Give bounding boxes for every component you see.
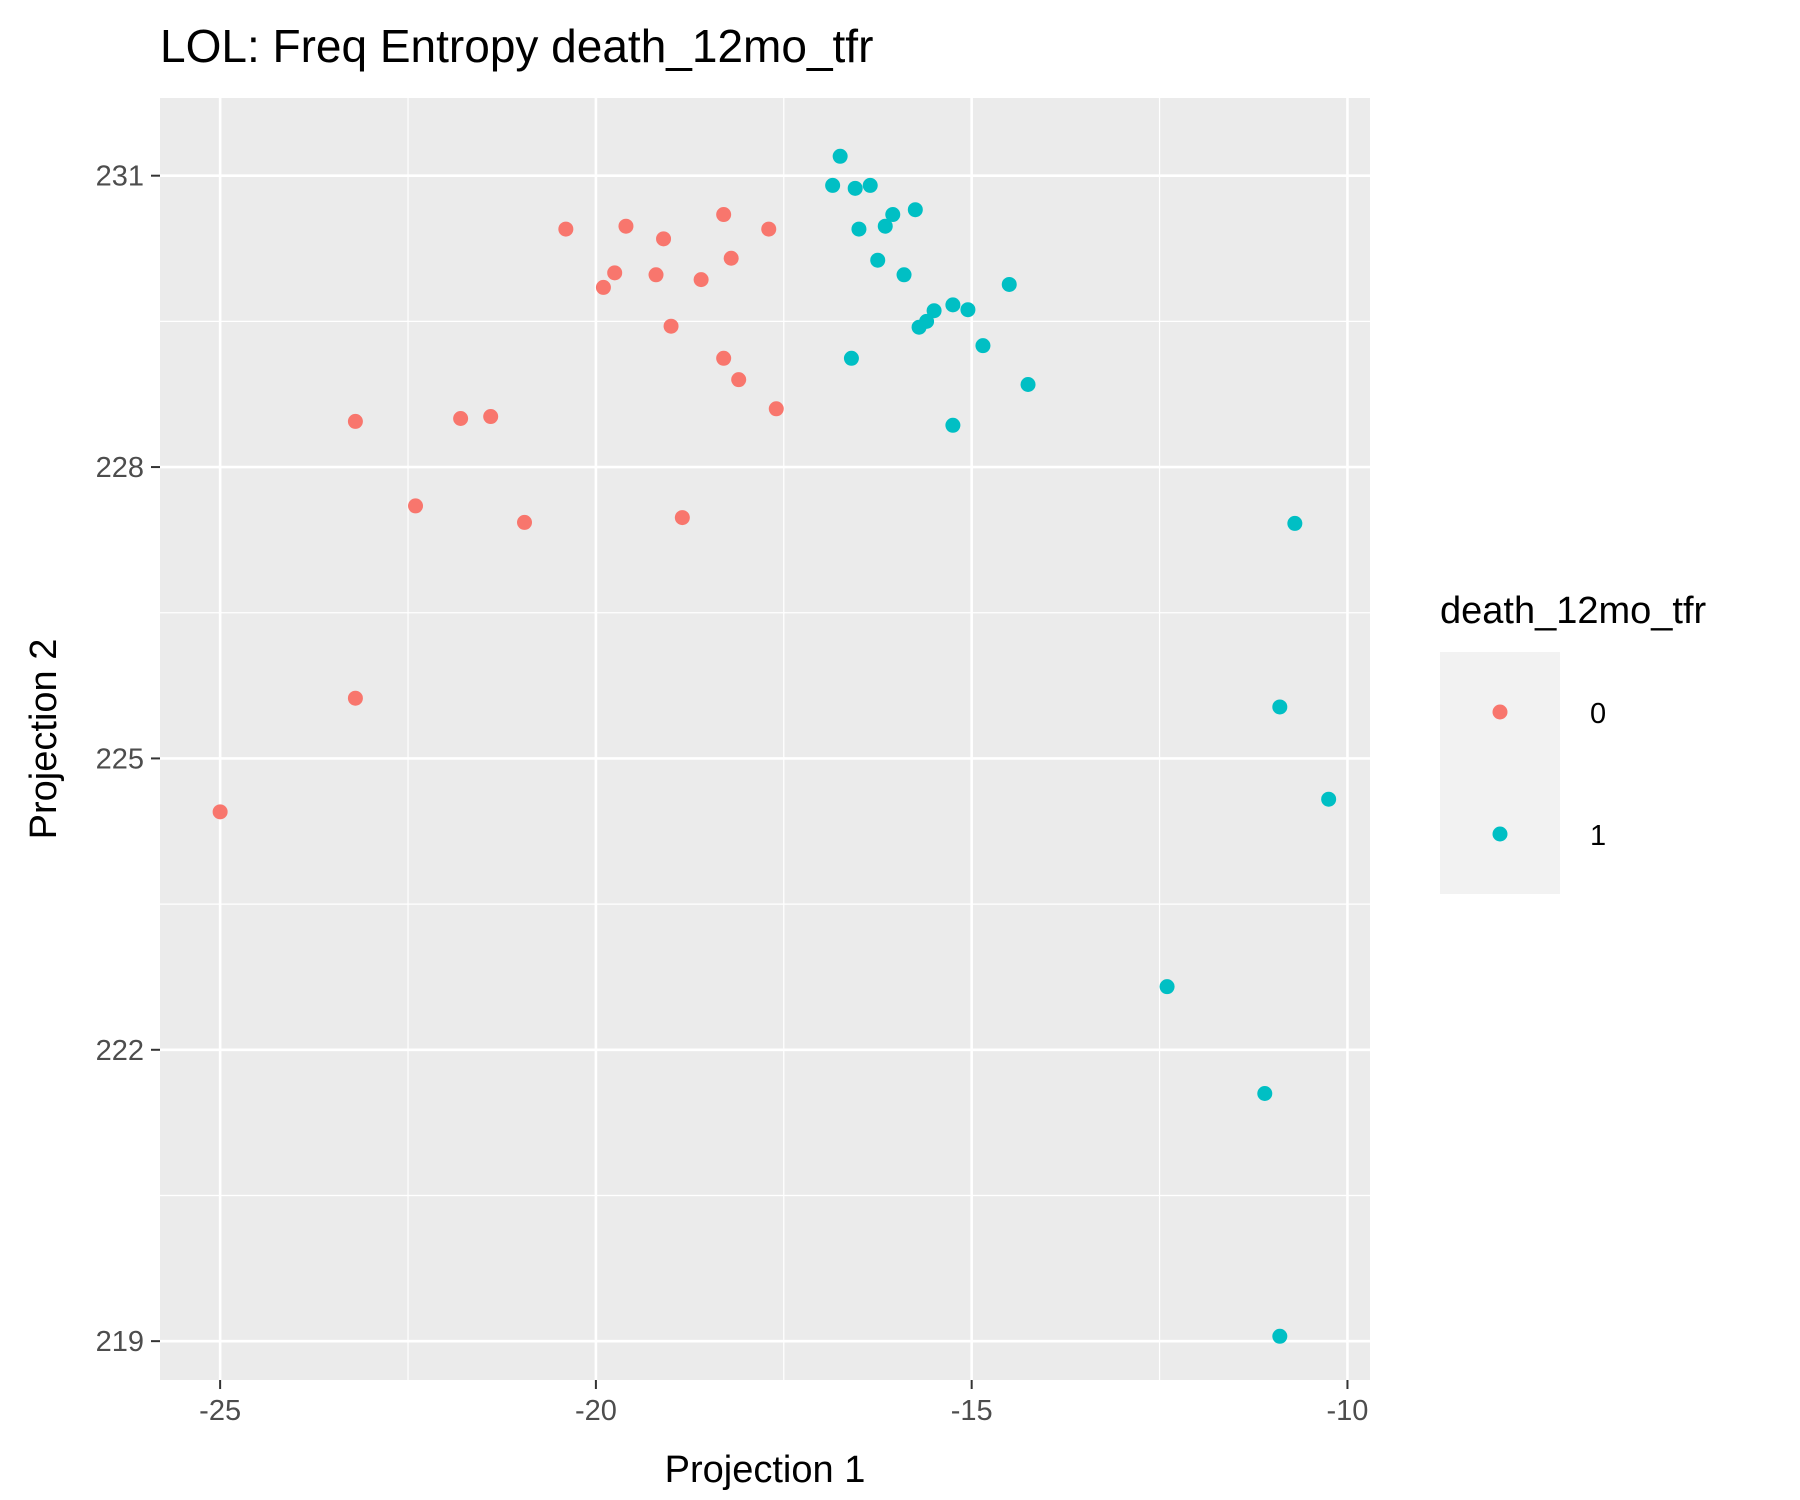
data-point-series-1 xyxy=(1001,276,1017,292)
data-point-series-1 xyxy=(851,221,867,237)
data-point-series-1 xyxy=(975,338,991,354)
y-tick-label: 219 xyxy=(96,1326,144,1358)
data-point-series-1 xyxy=(907,202,923,218)
data-point-series-1 xyxy=(870,252,886,268)
x-axis-label: Projection 1 xyxy=(665,1449,866,1491)
data-point-series-0 xyxy=(347,690,363,706)
data-point-series-1 xyxy=(862,177,878,193)
data-point-series-1 xyxy=(832,148,848,164)
legend-key-1 xyxy=(1492,826,1508,842)
data-point-series-1 xyxy=(843,350,859,366)
y-tick-label: 231 xyxy=(96,161,144,193)
data-point-series-1 xyxy=(896,267,912,283)
data-point-series-1 xyxy=(825,177,841,193)
data-point-series-0 xyxy=(716,207,732,223)
x-tick-label: -10 xyxy=(1326,1395,1368,1427)
data-point-series-1 xyxy=(945,297,961,313)
data-point-series-1 xyxy=(885,207,901,223)
data-point-series-1 xyxy=(926,303,942,319)
x-tick-label: -25 xyxy=(199,1395,241,1427)
data-point-series-1 xyxy=(1321,791,1337,807)
data-point-series-1 xyxy=(877,218,893,234)
data-point-series-1 xyxy=(1272,699,1288,715)
data-point-series-0 xyxy=(347,413,363,429)
data-point-series-0 xyxy=(483,409,499,425)
data-point-series-1 xyxy=(960,302,976,318)
y-tick-label: 228 xyxy=(96,452,144,484)
y-axis: 219 222 225 228 231 xyxy=(96,161,160,1358)
data-point-series-1 xyxy=(1272,1328,1288,1344)
legend-label-1: 1 xyxy=(1590,820,1606,852)
chart-title: LOL: Freq Entropy death_12mo_tfr xyxy=(160,20,873,72)
data-point-series-0 xyxy=(761,221,777,237)
data-point-series-0 xyxy=(656,231,672,247)
data-point-series-1 xyxy=(1287,515,1303,531)
x-tick-label: -15 xyxy=(951,1395,993,1427)
x-axis: -25 -20 -15 -10 xyxy=(199,1380,1368,1427)
y-tick-label: 222 xyxy=(96,1035,144,1067)
data-point-series-1 xyxy=(847,180,863,196)
data-point-series-0 xyxy=(618,218,634,234)
data-point-series-0 xyxy=(607,265,623,281)
data-point-series-0 xyxy=(648,267,664,283)
data-point-series-1 xyxy=(1159,979,1175,995)
data-point-series-0 xyxy=(517,514,533,530)
major-gridlines xyxy=(160,98,1370,1380)
data-point-series-1 xyxy=(1020,377,1036,393)
data-point-series-0 xyxy=(212,804,228,820)
y-tick-label: 225 xyxy=(96,743,144,775)
data-point-series-0 xyxy=(716,350,732,366)
x-tick-label: -20 xyxy=(575,1395,617,1427)
data-point-series-0 xyxy=(768,401,784,417)
data-point-series-0 xyxy=(674,510,690,526)
data-point-series-0 xyxy=(723,250,739,266)
data-point-series-1 xyxy=(945,417,961,433)
data-point-series-0 xyxy=(731,372,747,388)
data-point-series-0 xyxy=(453,411,469,426)
legend-items: 01 xyxy=(1492,698,1606,852)
legend-key-0 xyxy=(1492,704,1508,720)
y-axis-label: Projection 2 xyxy=(23,639,65,840)
data-point-series-0 xyxy=(595,279,611,295)
data-points xyxy=(212,148,1337,1344)
legend: death_12mo_tfr 01 xyxy=(1440,590,1707,894)
minor-gridlines xyxy=(160,98,1370,1380)
data-point-series-1 xyxy=(1257,1085,1273,1101)
data-point-series-0 xyxy=(408,498,424,514)
legend-title: death_12mo_tfr xyxy=(1440,590,1707,632)
data-point-series-0 xyxy=(558,221,574,237)
plot-panel xyxy=(160,98,1370,1380)
data-point-series-0 xyxy=(693,272,709,288)
legend-key-background xyxy=(1440,652,1560,894)
data-point-series-1 xyxy=(911,319,927,335)
data-point-series-0 xyxy=(663,318,679,334)
legend-label-0: 0 xyxy=(1590,698,1606,730)
